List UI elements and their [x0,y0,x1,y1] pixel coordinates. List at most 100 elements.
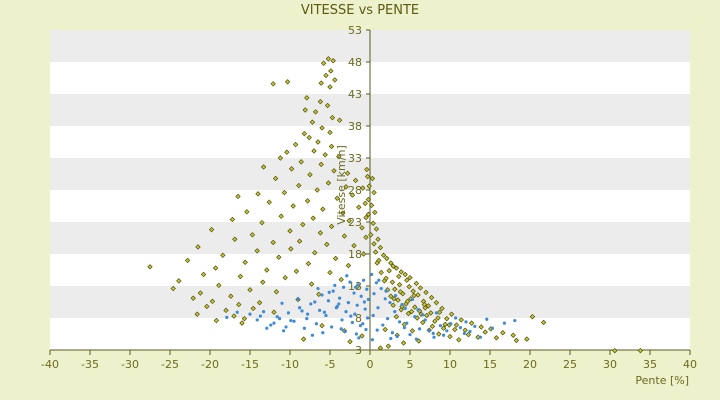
data-point-olive [306,134,312,141]
data-point-olive [332,77,338,83]
data-point-olive [231,313,237,319]
data-point-olive [270,81,276,87]
data-point-olive [147,264,153,270]
data-point-olive [386,267,392,274]
data-point-olive [368,232,374,238]
data-point-olive [363,234,369,241]
data-point-blue [416,308,420,312]
data-point-blue [464,320,468,324]
x-tick-label: 0 [367,358,374,371]
data-point-olive [266,199,272,205]
data-point-blue [354,332,358,336]
data-point-blue [364,327,368,332]
data-point-olive [359,225,365,231]
data-point-blue [379,286,383,291]
data-point-olive [380,252,387,258]
data-point-olive [344,170,351,177]
data-point-olive [360,185,366,191]
data-point-olive [456,337,462,343]
data-point-olive [408,308,415,315]
data-point-blue [473,324,477,328]
data-point-blue [330,325,334,329]
data-point-blue [502,321,506,325]
data-point-blue [352,291,356,295]
data-point-blue [393,310,397,314]
data-point-olive [229,216,236,223]
data-point-olive [310,215,316,221]
x-tick-label: 25 [563,358,577,371]
data-point-olive [170,285,176,292]
data-point-olive [458,317,464,323]
data-point-blue [272,321,276,325]
data-point-blue [490,326,494,330]
data-point-blue [462,331,466,335]
data-point-blue [282,329,286,333]
data-point-olive [404,277,410,283]
data-point-olive [200,271,207,278]
data-point-olive [284,149,290,155]
data-point-olive [312,109,319,115]
data-point-olive [287,228,293,234]
data-point-olive [336,117,343,123]
data-point-blue [331,289,335,293]
data-point-olive [311,148,317,154]
data-point-olive [393,265,400,271]
data-point-blue [362,278,366,282]
data-point-olive [359,333,365,339]
data-point-blue [348,280,352,284]
data-point-olive [442,321,448,328]
data-point-blue [386,317,390,321]
data-point-blue [400,302,404,307]
data-point-olive [493,335,500,341]
data-point-olive [325,180,332,186]
data-point-blue [405,321,409,325]
data-point-blue [418,327,422,331]
data-point-olive [389,279,396,285]
data-point-olive [298,159,304,165]
x-tick-label: -35 [81,358,99,371]
x-tick-label: -15 [241,358,259,371]
data-point-blue [394,294,398,298]
data-point-olive [375,236,381,242]
data-point-olive [372,249,379,255]
data-point-olive [453,322,460,328]
data-point-olive [452,326,458,333]
data-point-blue [458,326,462,330]
data-point-olive [296,238,303,244]
y-tick-label: 33 [348,152,362,165]
data-point-olive [320,60,327,66]
data-point-olive [390,302,396,308]
data-point-olive [398,269,404,275]
data-point-olive [362,200,368,207]
data-point-blue [427,329,431,333]
data-point-blue [280,301,284,305]
data-point-olive [341,233,348,239]
data-point-blue [383,297,387,301]
data-point-blue [372,292,376,296]
data-point-olive [244,209,250,215]
data-point-olive [429,323,436,330]
data-point-olive [216,282,222,289]
y-tick-label: 53 [348,24,362,37]
data-point-olive [273,289,280,295]
data-point-olive [314,187,320,193]
data-point-blue [349,314,353,318]
data-point-olive [324,102,331,109]
data-point-olive [194,311,200,317]
data-point-olive [428,294,435,301]
data-point-blue [354,285,358,289]
data-point-olive [330,58,336,64]
data-point-olive [397,289,404,295]
data-point-olive [444,315,450,322]
data-point-blue [363,307,367,311]
data-point-olive [413,280,420,287]
data-point-olive [513,337,520,344]
data-point-blue [432,335,436,339]
data-point-olive [407,274,413,281]
data-point-blue [355,303,359,307]
data-point-blue [408,333,412,337]
data-point-blue [310,333,314,337]
data-point-olive [432,318,438,324]
data-point-blue [296,297,300,301]
data-point-olive [374,260,380,266]
